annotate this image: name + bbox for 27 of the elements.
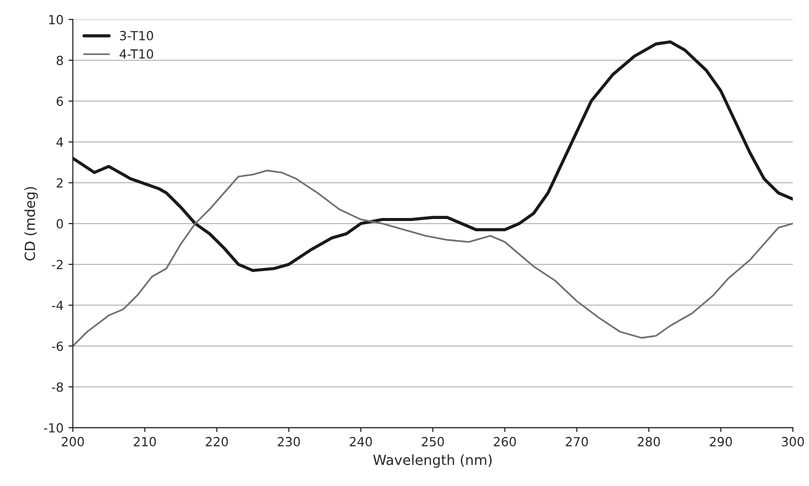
- x-tick-label: 290: [710, 436, 732, 446]
- y-tick-label: 10: [49, 14, 63, 24]
- y-tick-label: -10: [44, 423, 63, 433]
- x-tick-label: 240: [350, 436, 372, 446]
- y-tick-label: 2: [56, 178, 63, 188]
- x-tick-label: 200: [62, 436, 84, 446]
- x-tick-label: 250: [422, 436, 444, 446]
- y-tick-label: -4: [52, 300, 64, 310]
- y-tick-label: 4: [56, 138, 64, 147]
- x-tick-label: 230: [278, 436, 300, 446]
- x-tick-label: 270: [566, 436, 588, 446]
- x-tick-label: 300: [782, 436, 804, 446]
- y-tick-label: -2: [52, 260, 63, 270]
- x-tick-label: 220: [206, 436, 228, 446]
- y-tick-label: 8: [56, 56, 63, 66]
- y-tick-label: 6: [56, 96, 63, 106]
- x-tick-label: 210: [134, 436, 156, 446]
- y-tick-label: -8: [52, 382, 63, 392]
- y-tick-label: -6: [52, 342, 63, 351]
- legend-label: 3-T10: [120, 30, 154, 40]
- x-axis-title: Wavelength (nm): [373, 454, 492, 468]
- x-tick-label: 280: [638, 436, 660, 446]
- y-tick-label: 0: [56, 219, 63, 228]
- y-axis-title: CD (mdeg): [24, 187, 38, 260]
- legend-label: 4-T10: [120, 49, 154, 59]
- line-series: [72, 170, 793, 347]
- x-tick-label: 260: [494, 436, 516, 446]
